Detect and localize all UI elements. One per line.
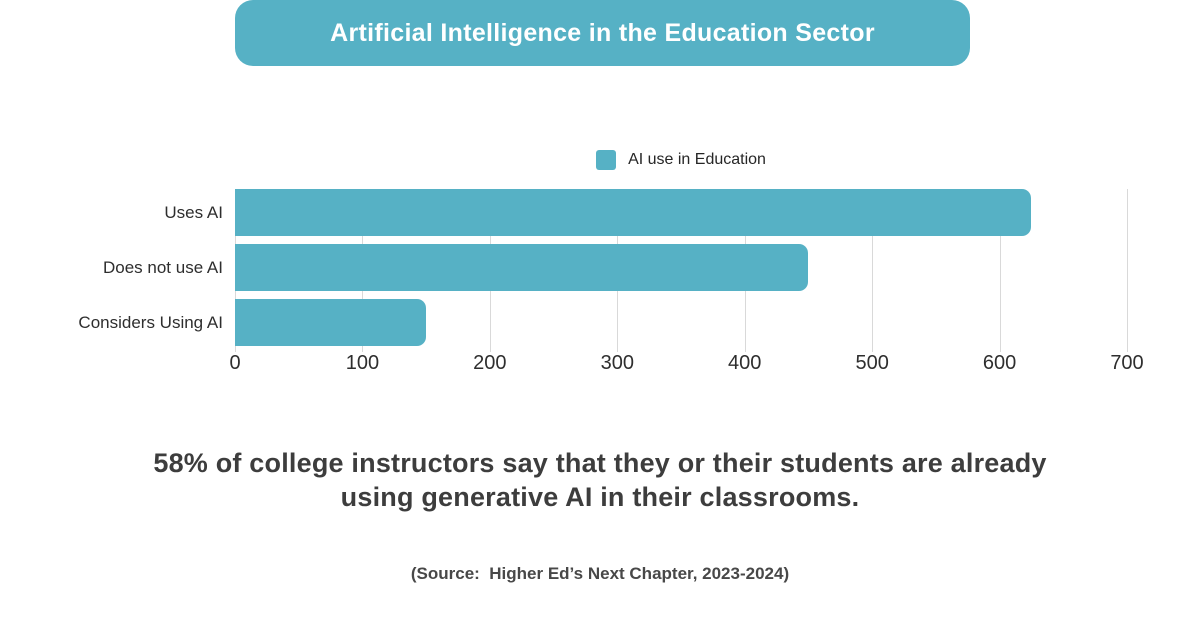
x-tick-label: 400 [728, 352, 762, 374]
key-statistic-line2: using generative AI in their classrooms. [340, 482, 860, 512]
bar-considers-using-ai [235, 299, 427, 346]
source-citation: (Source: Higher Ed’s Next Chapter, 2023-… [410, 564, 790, 583]
key-statistic: 58% of college instructors say that they… [0, 446, 1200, 514]
x-tick-label: 600 [982, 352, 1017, 374]
x-tick-label: 500 [855, 352, 889, 374]
gridline [999, 189, 1001, 352]
page-title: Artificial Intelligence in the Education… [330, 18, 875, 47]
x-tick-label: 300 [600, 352, 634, 374]
gridline [1127, 189, 1128, 352]
plot-area [235, 189, 1128, 352]
x-axis-tick-labels: 0 100 200 300 400 500 600 700 [229, 352, 1143, 374]
chart-legend: AI use in Education [235, 149, 1127, 171]
title-banner: Artificial Intelligence in the Education… [235, 0, 970, 66]
x-tick-label: 700 [1110, 352, 1144, 374]
legend-swatch-icon [596, 150, 617, 170]
bar-uses-ai [235, 189, 1032, 236]
category-label: Does not use AI [102, 257, 223, 277]
category-label: Uses AI [164, 202, 223, 222]
category-label: Considers Using AI [78, 312, 223, 332]
y-axis-labels: Uses AI Does not use AI Considers Using AI [0, 189, 223, 354]
x-tick-label: 100 [345, 352, 380, 374]
key-statistic-line1: 58% of college instructors say that they… [153, 448, 1047, 478]
gridline [872, 189, 874, 352]
legend-label: AI use in Education [628, 151, 766, 168]
bar-does-not-use-ai [235, 244, 809, 291]
x-tick-label: 200 [473, 352, 507, 374]
x-tick-label: 0 [229, 352, 241, 374]
